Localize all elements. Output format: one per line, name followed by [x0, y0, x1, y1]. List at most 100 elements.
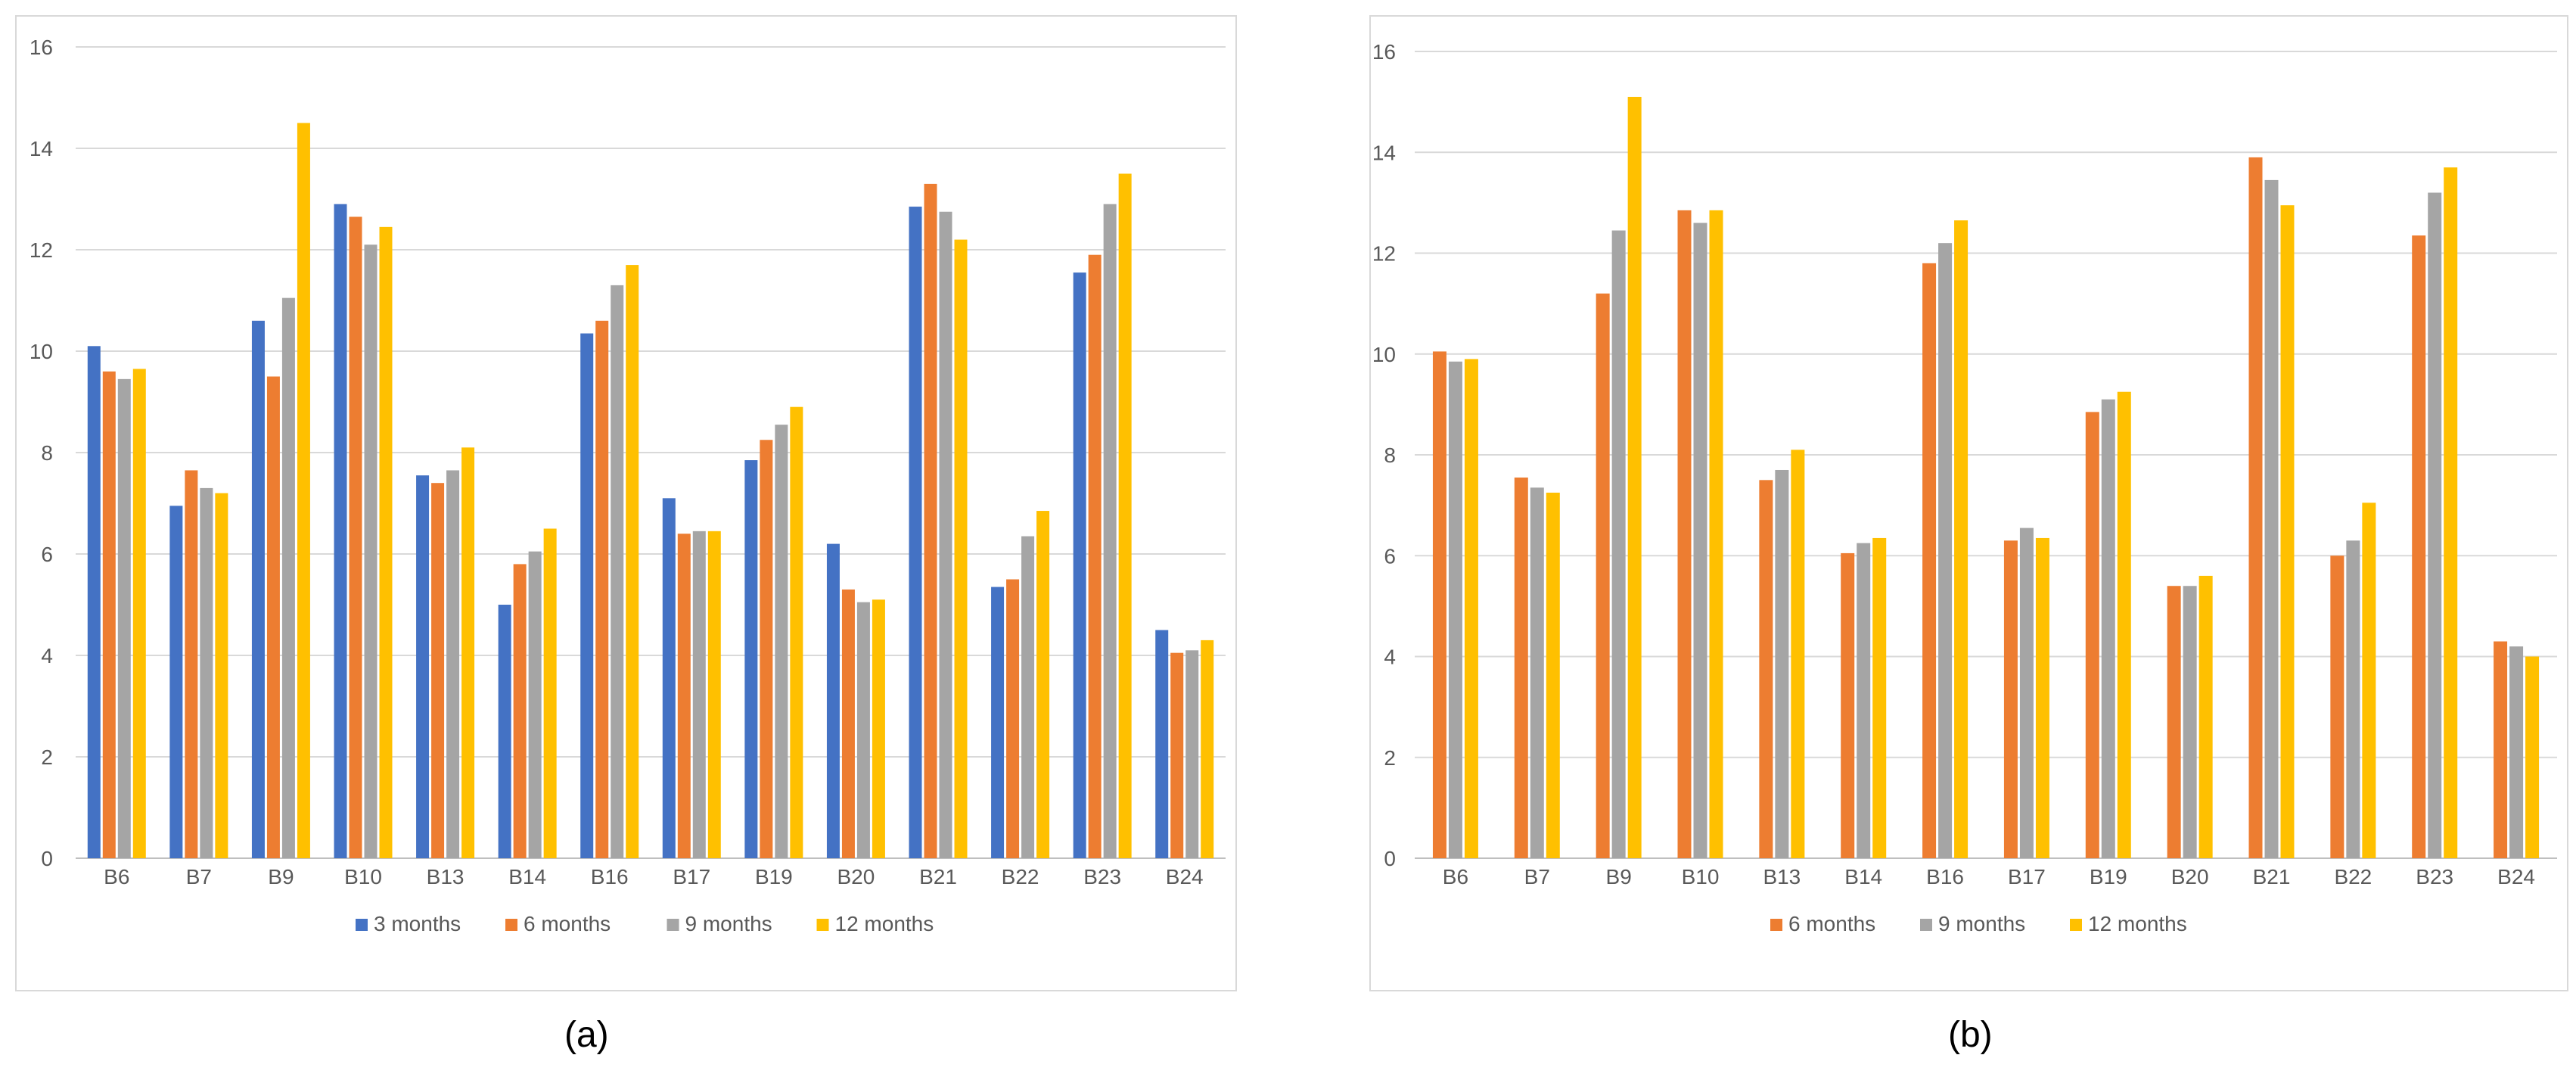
chart-a-xtick-label: B24 [1166, 865, 1204, 888]
chart-b-legend-label: 6 months [1788, 912, 1875, 935]
chart-a-bar-b16-3-months [580, 333, 594, 858]
chart-a-ytick-label: 2 [41, 745, 53, 769]
chart-b-bar-b6-9-months [1448, 361, 1462, 858]
chart-a-bar-b16-6-months [595, 320, 609, 858]
chart-a-bar-b23-3-months [1073, 272, 1086, 858]
chart-b-ytick-label: 16 [1372, 40, 1396, 64]
chart-a-bar-b21-6-months [924, 183, 937, 858]
chart-a-bar-b13-12-months [461, 447, 475, 858]
chart-a-bar-b20-9-months [856, 602, 870, 858]
chart-a-bar-b22-12-months [1036, 511, 1050, 858]
chart-a-bar-b10-9-months [364, 244, 378, 858]
chart-b-xtick-label: B22 [2334, 865, 2372, 888]
chart-b-ytick-label: 8 [1384, 443, 1396, 467]
chart-a-bar-b19-9-months [775, 425, 788, 858]
chart-b-bar-b7-6-months [1514, 477, 1528, 858]
chart-b-ytick-label: 0 [1384, 847, 1396, 870]
chart-b-bar-b14-9-months [1857, 543, 1871, 858]
chart-b-bar-b10-12-months [1709, 210, 1723, 858]
chart-a-bar-b14-6-months [513, 564, 527, 858]
chart-b-bar-b6-12-months [1464, 359, 1478, 859]
chart-a-bar-b16-12-months [626, 265, 639, 859]
chart-a-legend-swatch [667, 919, 679, 931]
chart-b-bar-b19-6-months [2085, 412, 2099, 858]
chart-a-bar-b7-9-months [200, 487, 213, 858]
chart-a-bar-b13-9-months [446, 470, 460, 858]
chart-a-bar-b22-9-months [1021, 536, 1035, 858]
chart-b-bar-b24-6-months [2494, 641, 2508, 858]
caption-b: (b) [1948, 1015, 1993, 1055]
chart-b-bar-b23-6-months [2412, 235, 2426, 858]
chart-b-bar-b16-9-months [1938, 243, 1953, 858]
chart-b-xtick-label: B7 [1524, 865, 1550, 888]
chart-b-xtick-label: B10 [1682, 865, 1720, 888]
chart-b-bar-b13-6-months [1759, 480, 1773, 858]
chart-a-bar-b22-3-months [991, 587, 1005, 858]
chart-b-xtick-label: B13 [1763, 865, 1801, 888]
chart-a-bar-b7-12-months [215, 493, 228, 858]
chart-b-bar-b9-12-months [1627, 96, 1642, 858]
chart-a-xtick-label: B17 [673, 865, 710, 888]
chart-b-bar-b17-9-months [2019, 527, 2034, 858]
chart-b-xtick-label: B24 [2497, 865, 2535, 888]
chart-b-bar-b22-12-months [2362, 503, 2376, 858]
chart-b-bar-b20-12-months [2198, 575, 2213, 858]
chart-a-xtick-label: B7 [186, 865, 212, 888]
chart-b-bar-b23-12-months [2444, 167, 2458, 859]
chart-a-xtick-label: B20 [837, 865, 875, 888]
chart-a-xtick-label: B14 [508, 865, 546, 888]
chart-b-bar-b22-6-months [2330, 556, 2345, 858]
chart-a-ytick-label: 14 [30, 137, 53, 160]
chart-b-xtick-label: B6 [1443, 865, 1468, 888]
chart-b-xtick-label: B9 [1606, 865, 1632, 888]
chart-a-bar-b19-6-months [760, 440, 773, 858]
chart-a-bar-b17-12-months [707, 531, 721, 858]
chart-a-ytick-label: 8 [41, 441, 53, 465]
chart-a-bar-b7-3-months [169, 506, 183, 858]
chart-a-bar-b9-12-months [297, 123, 310, 858]
chart-b-legend-swatch [1920, 919, 1932, 931]
chart-a-xtick-label: B10 [344, 865, 382, 888]
chart-a-bar-b24-12-months [1201, 640, 1214, 858]
chart-b-xtick-label: B19 [2090, 865, 2127, 888]
chart-b-ytick-label: 14 [1372, 141, 1396, 164]
chart-b-bar-b14-12-months [1872, 537, 1887, 858]
chart-a-bar-b24-6-months [1170, 652, 1184, 858]
chart-b-bar-b24-12-months [2525, 656, 2540, 858]
chart-a-bar-b21-3-months [909, 207, 922, 858]
chart-a-bar-b20-12-months [872, 599, 885, 858]
chart-b-bar-b17-12-months [2035, 537, 2049, 858]
chart-a-bar-b16-9-months [611, 285, 624, 858]
chart-a-xtick-label: B21 [919, 865, 957, 888]
chart-a-bar-b6-3-months [87, 346, 101, 858]
chart-a-xtick-label: B23 [1083, 865, 1121, 888]
chart-a-bar-b6-6-months [102, 371, 116, 858]
chart-a-bar-b13-6-months [431, 483, 445, 858]
chart-b-bar-b20-9-months [2183, 586, 2197, 858]
chart-b-bar-b19-12-months [2117, 391, 2131, 858]
chart-a-xtick-label: B9 [268, 865, 294, 888]
chart-a-bar-b24-3-months [1155, 630, 1169, 858]
chart-b-bar-b7-9-months [1530, 487, 1544, 858]
chart-a-bar-b9-3-months [251, 320, 265, 858]
chart-b-xtick-label: B17 [2008, 865, 2046, 888]
chart-b-bar-b23-9-months [2428, 192, 2442, 859]
chart-a-bar-b6-12-months [132, 369, 146, 858]
chart-b-bar-b16-6-months [1922, 263, 1937, 858]
chart-a-legend-label: 3 months [374, 912, 461, 935]
chart-a-legend-swatch [356, 919, 368, 931]
chart-b-bar-b14-6-months [1841, 552, 1855, 858]
chart-a-ytick-label: 6 [41, 543, 53, 566]
chart-b-bar-b24-9-months [2509, 646, 2524, 858]
chart-a-legend-swatch [816, 919, 829, 931]
chart-a-bar-b23-12-months [1118, 173, 1132, 858]
chart-b-xtick-label: B14 [1844, 865, 1882, 888]
chart-b-bar-b16-12-months [1954, 220, 1969, 859]
chart-a-ytick-label: 4 [41, 644, 53, 668]
chart-b-bar-b10-9-months [1693, 223, 1707, 858]
chart-b-bar-b21-9-months [2264, 179, 2279, 859]
chart-a-xtick-label: B6 [104, 865, 129, 888]
chart-a-bar-b19-12-months [790, 406, 803, 858]
chart-a-xtick-label: B19 [755, 865, 793, 888]
chart-a-bar-b24-9-months [1185, 650, 1199, 858]
